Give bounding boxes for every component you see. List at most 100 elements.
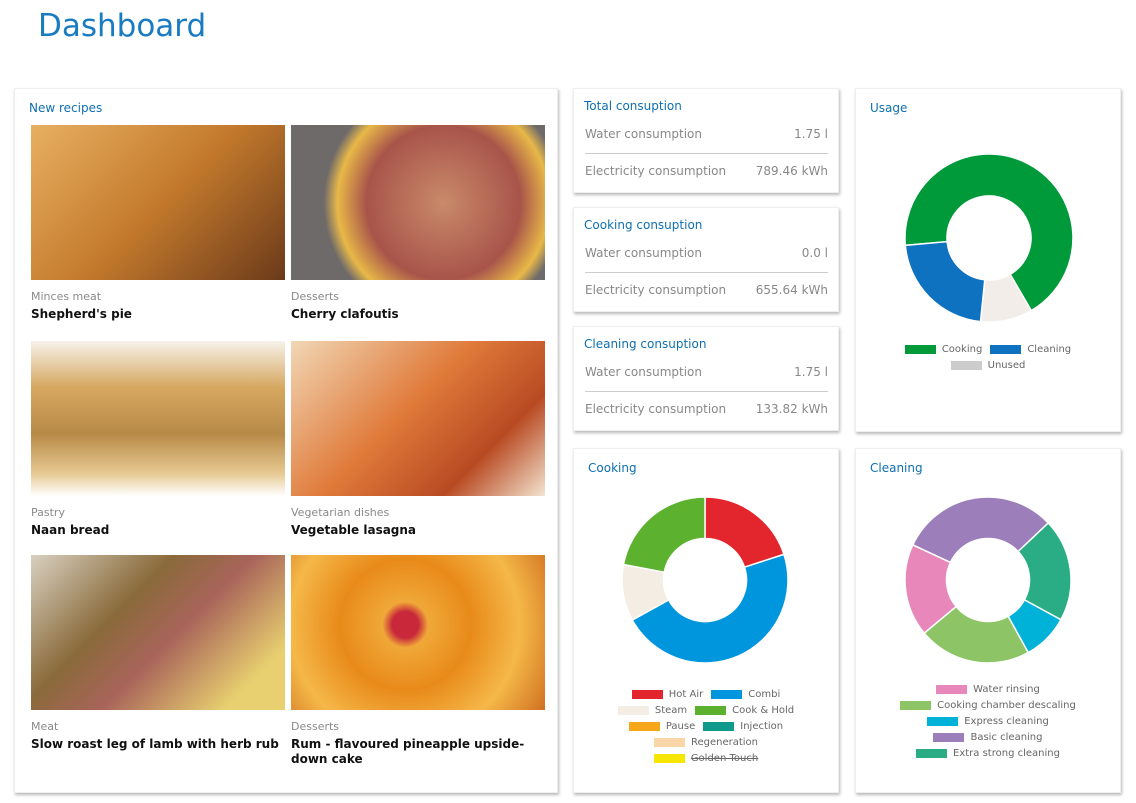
donut-slice-cook-hold[interactable]	[622, 496, 706, 574]
legend-swatch	[695, 706, 727, 715]
recipe-image[interactable]	[291, 341, 545, 496]
legend-swatch	[628, 722, 660, 731]
legend-item[interactable]: Express cleaning	[927, 716, 1049, 727]
legend-item[interactable]: Pause	[628, 721, 695, 732]
row-label: Electricity consumption	[585, 402, 727, 416]
row-value: 133.82 kWh	[755, 402, 828, 416]
recipe-image[interactable]	[291, 125, 545, 280]
electricity-row: Electricity consumption 133.82 kWh	[585, 402, 828, 416]
legend-swatch	[711, 690, 743, 699]
consumption-card: Total consuption Water consumption 1.75 l…	[573, 88, 839, 193]
recipe-item[interactable]: Desserts Rum - flavoured pineapple upsid…	[291, 555, 545, 767]
new-recipes-card: New recipes Minces meat Shepherd's pie D…	[14, 88, 558, 793]
recipe-name[interactable]: Rum - flavoured pineapple upside-down ca…	[291, 737, 525, 766]
recipe-item[interactable]: Pastry Naan bread	[31, 341, 285, 538]
legend-row: Steam Cook & Hold	[574, 705, 838, 716]
cleaning-card: Cleaning Water rinsing Cooking chamber de…	[855, 448, 1121, 793]
row-value: 0.0 l	[801, 246, 828, 260]
legend-label: Extra strong cleaning	[953, 748, 1060, 759]
legend-item[interactable]: Combi	[711, 689, 780, 700]
legend-item[interactable]: Hot Air	[631, 689, 704, 700]
row-label: Water consumption	[585, 127, 702, 141]
legend-item[interactable]: Injection	[703, 721, 783, 732]
legend-item[interactable]: Regeneration	[653, 737, 759, 748]
donut-slice-basic-cleaning[interactable]	[911, 496, 1050, 564]
recipe-image[interactable]	[31, 125, 285, 280]
donut-slice-cleaning[interactable]	[904, 240, 986, 323]
legend-row: Hot Air Combi	[574, 689, 838, 700]
legend-item[interactable]: Cook & Hold	[695, 705, 794, 716]
legend-item[interactable]: Cleaning	[990, 344, 1071, 355]
legend-label: Cook & Hold	[732, 705, 795, 716]
recipe-category: Desserts	[291, 720, 340, 733]
card-title: New recipes	[29, 101, 103, 115]
legend-item[interactable]: Water rinsing	[936, 684, 1040, 695]
cooking-card: Cooking Hot Air Combi Steam Cook & Hold Paus…	[573, 448, 839, 793]
cooking-donut-chart	[621, 496, 789, 664]
legend-label: Cooking chamber descaling	[937, 700, 1076, 711]
usage-card: Usage Cooking Cleaning Unused	[855, 88, 1121, 432]
legend-label: Cooking	[941, 344, 983, 355]
row-label: Electricity consumption	[585, 283, 727, 297]
legend-item[interactable]: Steam	[617, 705, 687, 716]
recipe-name[interactable]: Shepherd's pie	[31, 307, 132, 321]
usage-legend: Cooking Cleaning Unused	[856, 344, 1120, 376]
card-title: Usage	[870, 101, 908, 115]
recipe-image[interactable]	[31, 341, 285, 496]
recipe-image[interactable]	[291, 555, 545, 710]
legend-swatch	[703, 722, 735, 731]
legend-label: Cleaning	[1027, 344, 1072, 355]
legend-item[interactable]: Extra strong cleaning	[916, 748, 1060, 759]
legend-swatch	[916, 749, 948, 758]
legend-label: Water rinsing	[973, 684, 1040, 695]
card-title: Total consuption	[584, 99, 682, 113]
legend-swatch	[933, 733, 965, 742]
donut-slice-water-rinsing[interactable]	[904, 543, 958, 635]
legend-row: Basic cleaning	[856, 732, 1120, 743]
donut-slice-hot-air[interactable]	[704, 496, 785, 569]
recipe-name[interactable]: Cherry clafoutis	[291, 307, 399, 321]
recipe-item[interactable]: Meat Slow roast leg of lamb with herb ru…	[31, 555, 285, 752]
recipe-image[interactable]	[31, 555, 285, 710]
donut-slice-cooking[interactable]	[904, 153, 1074, 312]
legend-swatch	[950, 361, 982, 370]
legend-row: Regeneration	[574, 737, 838, 748]
consumption-card: Cleaning consuption Water consumption 1.7…	[573, 326, 839, 431]
legend-item[interactable]: Basic cleaning	[933, 732, 1043, 743]
row-label: Electricity consumption	[585, 164, 727, 178]
card-title: Cooking consuption	[584, 218, 703, 232]
legend-item[interactable]: Golden Touch	[653, 753, 758, 764]
divider	[585, 391, 828, 392]
row-label: Water consumption	[585, 365, 702, 379]
legend-swatch	[653, 738, 685, 747]
legend-swatch	[936, 685, 968, 694]
usage-donut-chart	[904, 153, 1074, 323]
recipe-item[interactable]: Minces meat Shepherd's pie	[31, 125, 285, 322]
recipe-item[interactable]: Desserts Cherry clafoutis	[291, 125, 545, 322]
legend-row: Unused	[856, 360, 1120, 371]
legend-label: Injection	[740, 721, 784, 732]
legend-item[interactable]: Cooking chamber descaling	[900, 700, 1076, 711]
recipe-category: Minces meat	[31, 290, 102, 303]
row-label: Water consumption	[585, 246, 702, 260]
donut-slice-combi[interactable]	[631, 553, 789, 664]
legend-label: Regeneration	[690, 737, 759, 748]
page-title: Dashboard	[38, 8, 207, 44]
legend-row: Cooking Cleaning	[856, 344, 1120, 355]
legend-label: Hot Air	[668, 689, 704, 700]
legend-item[interactable]: Unused	[950, 360, 1026, 371]
water-row: Water consumption 1.75 l	[585, 127, 828, 141]
legend-item[interactable]: Cooking	[904, 344, 983, 355]
donut-slice-cooking-chamber-descaling[interactable]	[923, 605, 1030, 664]
recipe-name[interactable]: Slow roast leg of lamb with herb rub	[31, 737, 279, 751]
legend-swatch	[653, 754, 685, 763]
card-title: Cleaning	[870, 461, 923, 475]
legend-swatch	[617, 706, 649, 715]
recipe-name[interactable]: Naan bread	[31, 523, 110, 537]
recipe-item[interactable]: Vegetarian dishes Vegetable lasagna	[291, 341, 545, 538]
row-value: 1.75 l	[794, 365, 828, 379]
legend-label: Basic cleaning	[970, 732, 1043, 743]
legend-label: Express cleaning	[964, 716, 1049, 727]
recipe-name[interactable]: Vegetable lasagna	[291, 523, 417, 537]
legend-label: Unused	[987, 360, 1026, 371]
